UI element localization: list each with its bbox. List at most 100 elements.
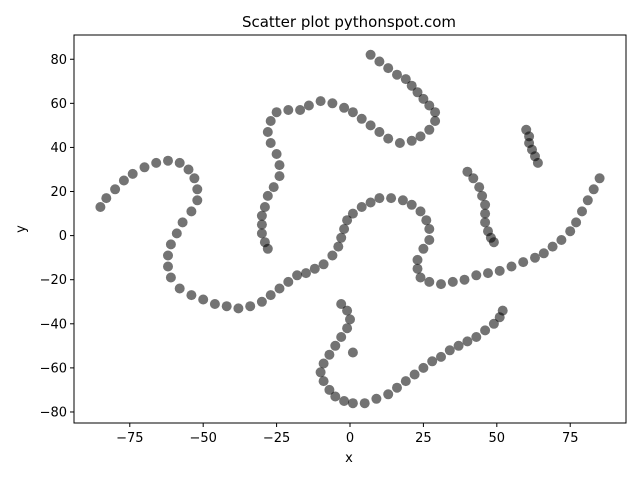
data-point xyxy=(318,358,329,369)
data-point xyxy=(95,202,106,212)
data-point xyxy=(339,102,350,113)
data-point xyxy=(171,228,182,239)
data-point xyxy=(163,261,173,272)
data-point xyxy=(547,241,558,252)
data-point xyxy=(292,270,303,281)
data-point xyxy=(483,268,493,279)
x-axis: −75 −50 −25 0 25 50 75 xyxy=(116,423,578,446)
x-tick-label: −25 xyxy=(263,431,290,446)
data-point xyxy=(412,263,423,274)
data-point xyxy=(409,369,420,380)
data-point xyxy=(427,356,438,367)
data-point xyxy=(165,272,176,283)
data-point xyxy=(265,138,276,148)
data-point xyxy=(480,217,491,228)
x-tick-label: 75 xyxy=(562,431,579,446)
data-point xyxy=(339,224,350,234)
y-tick-label: 0 xyxy=(59,229,67,244)
data-point xyxy=(386,193,397,204)
data-point xyxy=(209,299,220,309)
data-point xyxy=(453,340,464,351)
data-point xyxy=(444,345,455,356)
data-point xyxy=(480,325,491,336)
data-point xyxy=(256,210,267,221)
y-tick-label: −60 xyxy=(40,361,67,376)
data-point xyxy=(265,290,276,301)
data-point xyxy=(330,391,341,402)
data-point xyxy=(530,252,540,263)
data-point xyxy=(256,228,267,239)
data-point xyxy=(365,49,376,60)
data-point xyxy=(471,270,482,281)
data-point xyxy=(283,276,294,287)
data-point xyxy=(177,217,188,228)
data-point xyxy=(365,197,376,208)
data-point xyxy=(594,173,605,184)
x-tick-label: 25 xyxy=(415,431,432,446)
data-point xyxy=(480,208,491,219)
data-point xyxy=(565,226,576,237)
data-point xyxy=(400,376,411,387)
data-point xyxy=(497,305,508,316)
data-point xyxy=(233,303,244,314)
data-point xyxy=(406,199,417,210)
data-point xyxy=(330,340,341,351)
data-point xyxy=(418,93,429,104)
data-point xyxy=(418,362,429,373)
data-point xyxy=(436,351,446,362)
data-point xyxy=(474,182,485,193)
data-point xyxy=(127,168,138,179)
data-point xyxy=(415,206,426,217)
data-point xyxy=(259,202,270,212)
data-point xyxy=(412,254,423,265)
data-point xyxy=(415,272,426,283)
data-point xyxy=(356,113,367,124)
data-point xyxy=(274,160,285,171)
data-point xyxy=(430,107,441,118)
data-point xyxy=(189,173,200,184)
data-point xyxy=(538,248,549,259)
data-point xyxy=(424,235,435,245)
data-point xyxy=(192,184,203,195)
data-point xyxy=(165,239,176,250)
points-layer xyxy=(95,49,605,409)
data-point xyxy=(424,100,435,111)
data-point xyxy=(480,199,491,210)
y-tick-label: −80 xyxy=(40,405,67,420)
data-point xyxy=(192,195,203,206)
data-point xyxy=(271,107,282,118)
data-point xyxy=(394,138,405,148)
data-point xyxy=(101,193,112,204)
data-point xyxy=(532,157,543,168)
y-axis: −80 −60 −40 −20 0 20 40 60 80 xyxy=(40,53,74,420)
data-point xyxy=(183,164,194,175)
data-point xyxy=(339,396,350,406)
data-point xyxy=(392,69,402,80)
data-point xyxy=(406,135,417,146)
x-tick-label: −75 xyxy=(116,431,143,446)
data-point xyxy=(468,173,479,184)
data-point xyxy=(447,276,458,287)
data-point xyxy=(221,301,232,312)
data-point xyxy=(347,107,358,118)
data-point xyxy=(336,232,347,243)
x-tick-label: 50 xyxy=(489,431,506,446)
data-point xyxy=(256,296,267,307)
data-point xyxy=(462,166,473,177)
data-point xyxy=(383,389,394,400)
data-point xyxy=(318,259,329,270)
data-point xyxy=(315,367,326,378)
data-point xyxy=(359,398,370,409)
data-point xyxy=(383,133,394,144)
data-point xyxy=(327,98,338,109)
y-tick-label: 20 xyxy=(50,185,67,200)
data-point xyxy=(283,105,294,115)
data-point xyxy=(262,243,273,254)
data-point xyxy=(256,219,267,230)
x-tick-label: 0 xyxy=(346,431,354,446)
data-point xyxy=(268,182,279,193)
data-point xyxy=(588,184,599,195)
data-point xyxy=(345,314,355,325)
data-point xyxy=(295,105,306,115)
